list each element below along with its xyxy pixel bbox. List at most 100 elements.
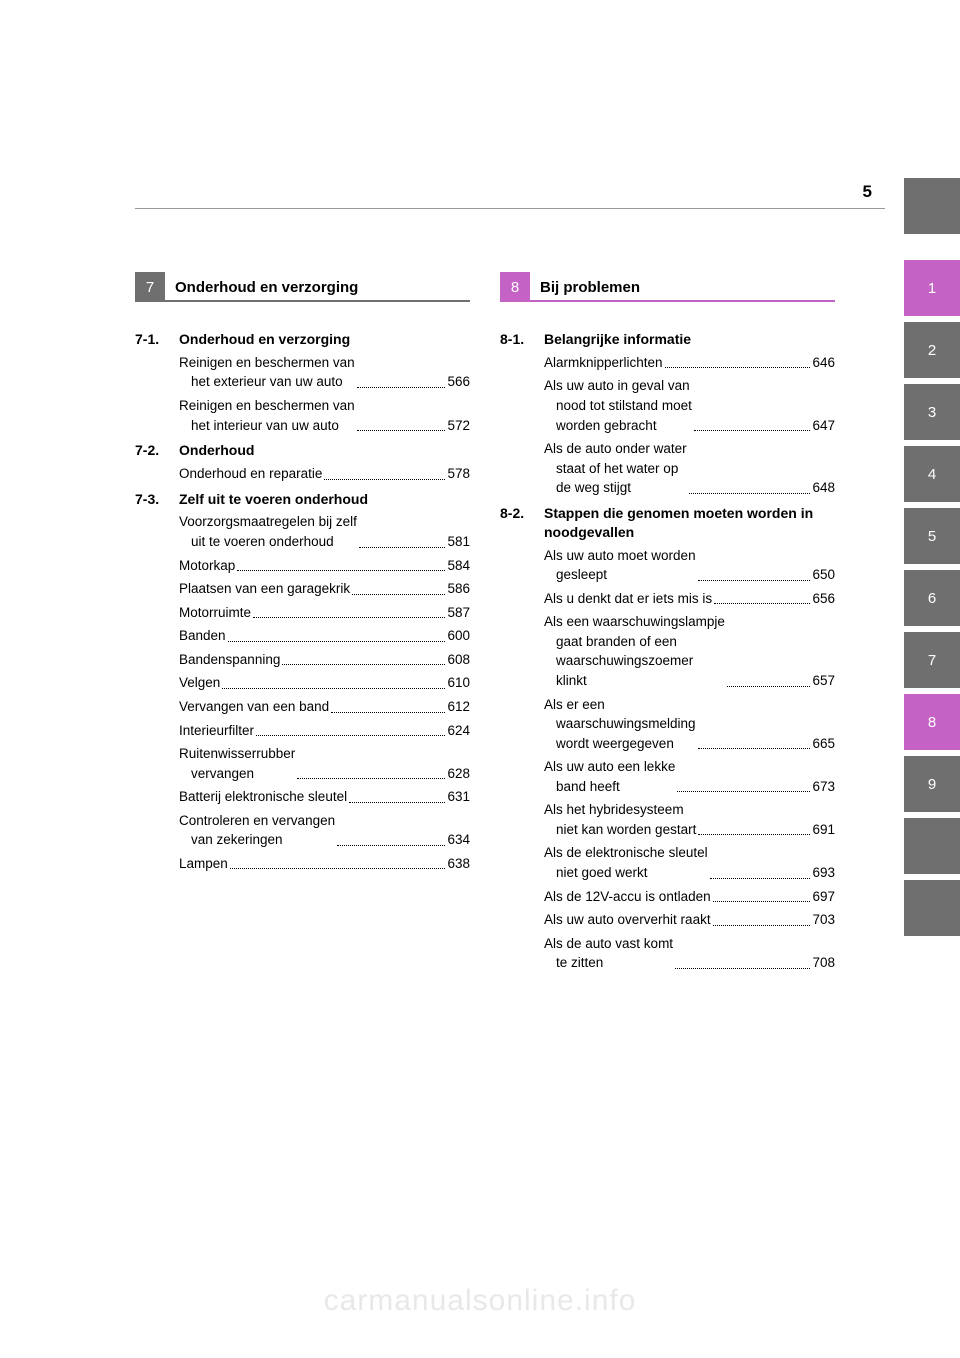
toc-entry[interactable]: Vervangen van een band612 — [179, 697, 470, 717]
toc-entry-page: 572 — [447, 416, 470, 436]
dot-leader — [282, 664, 445, 665]
dot-leader — [357, 387, 446, 388]
toc-entry-label: Lampen — [179, 854, 228, 874]
toc-entry[interactable]: Controleren en vervangenvan zekeringen63… — [179, 811, 470, 850]
toc-entry-page: 631 — [447, 787, 470, 807]
toc-entry[interactable]: Als de elektronische sleutelniet goed we… — [544, 843, 835, 882]
chapter8-header: 8 Bij problemen — [500, 272, 835, 302]
toc-entry-page: 697 — [812, 887, 835, 907]
toc-entry-page: 708 — [812, 953, 835, 973]
toc-entry-label: Als de auto onder waterstaat of het wate… — [544, 439, 687, 498]
toc-entry-label: Als u denkt dat er iets mis is — [544, 589, 712, 609]
toc-entry[interactable]: Als uw auto moet wordengesleept 650 — [544, 546, 835, 585]
toc-entry[interactable]: Lampen638 — [179, 854, 470, 874]
dot-leader — [714, 603, 810, 604]
chapter7-title: Onderhoud en verzorging — [165, 272, 470, 302]
toc-entry-label: Als er eenwaarschuwingsmeldingwordt weer… — [544, 695, 696, 754]
toc-entry-page: 703 — [812, 910, 835, 930]
side-tab-9[interactable]: 9 — [904, 756, 960, 812]
toc-entry-label: Als uw auto een lekkeband heeft — [544, 757, 675, 796]
toc-section: 8-1.Belangrijke informatieAlarmknipperli… — [500, 330, 835, 498]
toc-entry-page: 628 — [447, 764, 470, 784]
dot-leader — [713, 901, 811, 902]
toc-entry-page: 581 — [447, 532, 470, 552]
toc-entry-page: 691 — [812, 820, 835, 840]
toc-entry[interactable]: Als uw auto oververhit raakt 703 — [544, 910, 835, 930]
toc-entry-label: Als het hybridesysteemniet kan worden ge… — [544, 800, 696, 839]
dot-leader — [359, 547, 446, 548]
toc-entry-label: Als uw auto in geval vannood tot stilsta… — [544, 376, 692, 435]
side-tab-8[interactable]: 8 — [904, 694, 960, 750]
side-tab-7[interactable]: 7 — [904, 632, 960, 688]
toc-entry-label: Batterij elektronische sleutel — [179, 787, 347, 807]
toc-entry-label: Als een waarschuwingslampjegaat branden … — [544, 612, 725, 690]
toc-entry-label: Als de auto vast komtte zitten — [544, 934, 673, 973]
toc-entry-page: 612 — [447, 697, 470, 717]
toc-entry-page: 584 — [447, 556, 470, 576]
side-tab-4[interactable]: 4 — [904, 446, 960, 502]
toc-entry[interactable]: Als u denkt dat er iets mis is 656 — [544, 589, 835, 609]
toc-entry[interactable]: Reinigen en beschermen vanhet exterieur … — [179, 353, 470, 392]
page: 5 7 Onderhoud en verzorging 7-1.Onderhou… — [0, 0, 960, 1358]
side-tab-1[interactable]: 1 — [904, 260, 960, 316]
dot-leader — [352, 594, 445, 595]
toc-entry[interactable]: Plaatsen van een garagekrik586 — [179, 579, 470, 599]
toc-section-num: 7-2. — [135, 441, 179, 460]
toc-entry[interactable]: Interieurfilter624 — [179, 721, 470, 741]
dot-leader — [665, 367, 811, 368]
dot-leader — [324, 479, 445, 480]
toc-entry-label: Voorzorgsmaatregelen bij zelfuit te voer… — [179, 512, 357, 551]
side-tab-3[interactable]: 3 — [904, 384, 960, 440]
toc-entry-page: 673 — [812, 777, 835, 797]
toc-entry-label: Als de 12V-accu is ontladen — [544, 887, 711, 907]
toc-entry[interactable]: Reinigen en beschermen vanhet interieur … — [179, 396, 470, 435]
toc-entry[interactable]: Onderhoud en reparatie578 — [179, 464, 470, 484]
toc-entry[interactable]: Motorruimte587 — [179, 603, 470, 623]
dot-leader — [357, 430, 446, 431]
toc-section: 7-1.Onderhoud en verzorgingReinigen en b… — [135, 330, 470, 435]
toc-entry[interactable]: Ruitenwisserrubbervervangen628 — [179, 744, 470, 783]
dot-leader — [349, 802, 445, 803]
toc-entry-page: 656 — [812, 589, 835, 609]
dot-leader — [228, 641, 446, 642]
side-tab-2[interactable]: 2 — [904, 322, 960, 378]
toc-entries: Voorzorgsmaatregelen bij zelfuit te voer… — [135, 512, 470, 873]
toc-entry-page: 587 — [447, 603, 470, 623]
toc-entry[interactable]: Als er eenwaarschuwingsmeldingwordt weer… — [544, 695, 835, 754]
toc-entry-page: 608 — [447, 650, 470, 670]
toc-entry[interactable]: Motorkap584 — [179, 556, 470, 576]
page-number: 5 — [863, 182, 872, 202]
columns: 7 Onderhoud en verzorging 7-1.Onderhoud … — [135, 272, 835, 979]
toc-entry-label: Banden — [179, 626, 226, 646]
toc-entry[interactable]: Als een waarschuwingslampjegaat branden … — [544, 612, 835, 690]
toc-entry[interactable]: Als het hybridesysteemniet kan worden ge… — [544, 800, 835, 839]
side-tab-6[interactable]: 6 — [904, 570, 960, 626]
toc-entry-page: 650 — [812, 565, 835, 585]
toc-entry-label: Als uw auto oververhit raakt — [544, 910, 711, 930]
toc-entry[interactable]: Als de auto onder waterstaat of het wate… — [544, 439, 835, 498]
side-tab-5[interactable]: 5 — [904, 508, 960, 564]
column-right: 8 Bij problemen 8-1.Belangrijke informat… — [500, 272, 835, 979]
divider — [135, 208, 885, 209]
toc-entry[interactable]: Bandenspanning608 — [179, 650, 470, 670]
dot-leader — [230, 868, 446, 869]
dot-leader — [256, 735, 445, 736]
chapter7-num: 7 — [135, 272, 165, 302]
toc-entry[interactable]: Batterij elektronische sleutel 631 — [179, 787, 470, 807]
toc-section-head: 8-2.Stappen die genomen moeten worden in… — [500, 504, 835, 542]
toc-entry[interactable]: Voorzorgsmaatregelen bij zelfuit te voer… — [179, 512, 470, 551]
toc-entry[interactable]: Als de 12V-accu is ontladen 697 — [544, 887, 835, 907]
toc-section-num: 8-1. — [500, 330, 544, 349]
dot-leader — [675, 968, 810, 969]
toc-entry[interactable]: Als de auto vast komtte zitten 708 — [544, 934, 835, 973]
toc-entry[interactable]: Banden600 — [179, 626, 470, 646]
toc-entry-page: 657 — [812, 671, 835, 691]
toc-entry-page: 624 — [447, 721, 470, 741]
toc-entry[interactable]: Velgen610 — [179, 673, 470, 693]
toc-entry[interactable]: Als uw auto in geval vannood tot stilsta… — [544, 376, 835, 435]
toc-entry-label: Als uw auto moet wordengesleept — [544, 546, 696, 585]
toc-entry[interactable]: Alarmknipperlichten646 — [544, 353, 835, 373]
toc-entry[interactable]: Als uw auto een lekkeband heeft 673 — [544, 757, 835, 796]
toc-section: 7-2.OnderhoudOnderhoud en reparatie578 — [135, 441, 470, 483]
toc-entries: Alarmknipperlichten646 Als uw auto in gev… — [500, 353, 835, 498]
